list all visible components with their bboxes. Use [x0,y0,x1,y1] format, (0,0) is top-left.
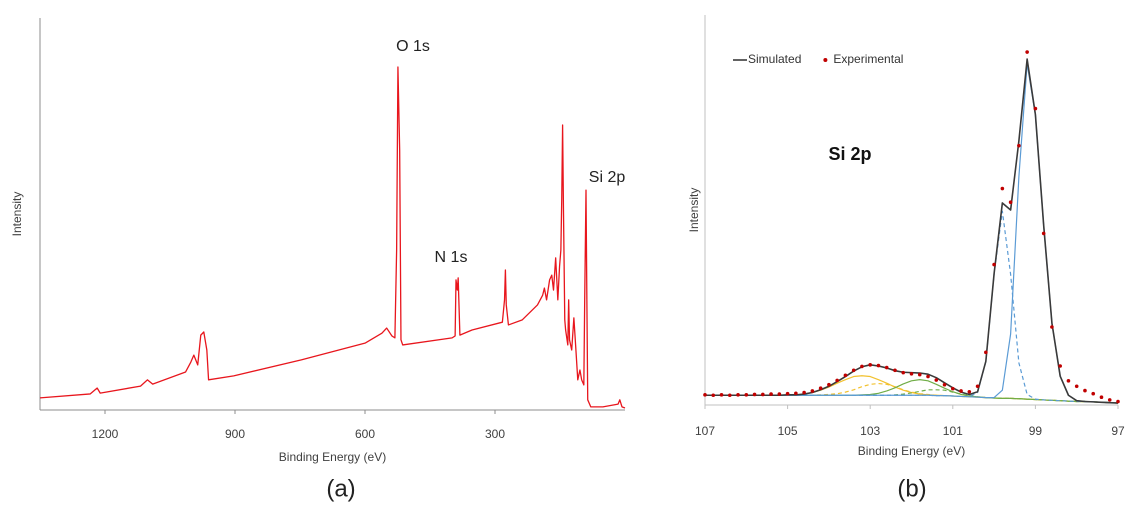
data-point [827,382,831,387]
y-axis-title: Intensity [687,188,701,233]
data-point [1083,388,1087,393]
data-point [975,384,980,389]
data-point [1050,325,1054,329]
legend-label: Experimental [833,52,903,66]
series-line [39,66,626,409]
legend-label: Simulated [748,52,801,66]
data-point [1116,399,1120,404]
annotation: Si 2p [828,144,871,164]
data-point [843,373,848,378]
data-point [1066,379,1071,383]
x-tick-label: 300 [485,427,505,441]
series-line [705,58,1119,404]
annotation: N 1s [435,249,468,266]
data-point [802,390,806,395]
data-point [917,372,922,377]
y-axis-title: Intensity [10,192,24,237]
data-point [884,365,889,370]
x-tick-label: 99 [1029,424,1043,438]
data-point [984,350,988,355]
data-point [1017,143,1021,148]
data-point [1091,391,1096,396]
data-point [744,393,749,397]
x-tick-label: 101 [943,424,963,438]
data-point [818,386,823,391]
data-point [1025,50,1029,54]
caption: (b) [897,475,926,502]
x-axis-title: Binding Energy (eV) [279,450,386,464]
data-point [1000,186,1005,191]
data-point [703,393,707,397]
annotation: Si 2p [589,169,626,186]
x-tick-label: 600 [355,427,375,441]
data-point [794,391,798,396]
data-point [909,372,914,376]
data-point [868,363,872,367]
x-tick-label: 107 [695,424,715,438]
data-point [1008,200,1013,204]
data-point [835,378,839,383]
data-point [1033,106,1038,111]
x-tick-label: 900 [225,427,245,441]
series-line [705,379,1119,404]
x-tick-label: 103 [860,424,880,438]
data-point [711,393,716,398]
data-point [942,382,947,387]
x-axis-title: Binding Energy (eV) [858,444,965,458]
data-point [761,392,765,397]
data-point [1041,231,1046,236]
x-tick-label: 97 [1111,424,1125,438]
data-point [752,392,757,397]
annotation: O 1s [396,38,430,55]
data-point [893,368,897,373]
data-point [1058,364,1062,368]
x-tick-label: 105 [778,424,798,438]
data-point [1099,395,1104,400]
data-point [1107,398,1112,402]
series-line [705,375,1119,404]
data-point [959,389,963,393]
data-point [727,393,732,398]
data-point [901,370,906,375]
legend-swatch [823,58,828,62]
data-point [992,262,996,267]
data-point [719,393,724,397]
caption: (a) [326,475,355,502]
data-point [860,364,864,369]
data-point [926,374,930,379]
x-tick-label: 1200 [92,427,119,441]
data-point [785,391,790,396]
data-point [769,392,773,396]
data-point [736,393,740,397]
data-point [967,389,972,394]
data-point [876,363,881,368]
data-point [810,389,815,393]
data-point [777,392,782,396]
data-point [1074,384,1079,389]
data-point [951,386,955,391]
data-point [934,378,939,382]
data-point [851,368,856,373]
